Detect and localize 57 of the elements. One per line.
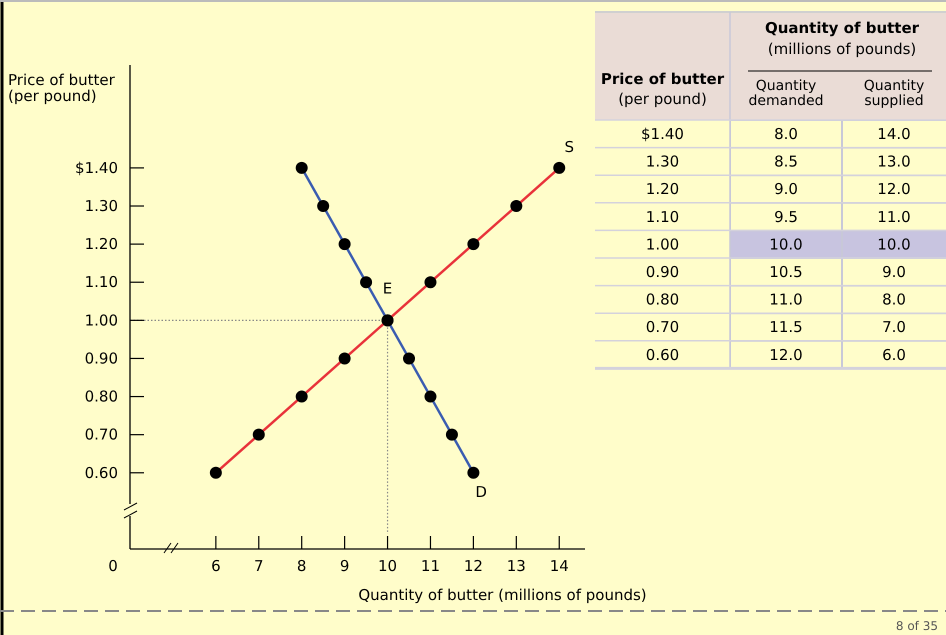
y-tick-label: 0.90 <box>84 349 118 368</box>
y-tick-label: $1.40 <box>75 158 118 177</box>
data-label: 8.5 <box>774 152 798 171</box>
data-label: 12.0 <box>877 180 911 198</box>
y-tick-label: 0.70 <box>84 426 118 444</box>
data-label: 10.0 <box>769 235 803 254</box>
text: 8 of 35 <box>896 619 938 633</box>
x-tick-label: Quantity supplied <box>864 78 924 109</box>
y-tick-label: 1.00 <box>646 235 680 254</box>
y-tick-label: 0.60 <box>646 346 680 364</box>
y-axis-title: Price of butter (per pound) <box>600 70 725 108</box>
y-tick-label: $1.40 <box>641 125 684 143</box>
y-axis-title: Price of butter (per pound) <box>8 71 116 105</box>
x-tick-label: 9 <box>340 557 350 575</box>
data-label: 12.0 <box>769 346 803 364</box>
x-tick-label: 7 <box>254 557 264 575</box>
series-label: D <box>475 482 487 501</box>
data-label: 11.5 <box>769 318 803 336</box>
y-tick-label: 1.30 <box>646 152 680 171</box>
data-label: 13.0 <box>877 152 911 171</box>
series-label: S <box>564 138 574 156</box>
y-tick-label: 1.20 <box>84 235 118 254</box>
x-tick-label: 8 <box>296 557 306 575</box>
x-tick-label: 12 <box>464 557 483 575</box>
text: 0 <box>108 557 118 575</box>
y-tick-label: 0.80 <box>646 290 680 309</box>
data-label: 10.5 <box>769 263 803 281</box>
data-label: 11.0 <box>769 290 803 309</box>
data-label: 6.0 <box>882 346 906 364</box>
y-tick-label: 1.10 <box>646 208 680 226</box>
chart-subtitle: (millions of pounds) <box>768 40 916 58</box>
y-tick-label: 1.10 <box>84 273 118 292</box>
y-tick-label: 0.80 <box>84 388 118 406</box>
y-tick-label: 1.30 <box>84 197 118 216</box>
x-tick-label: 11 <box>420 557 440 575</box>
data-label: 10.0 <box>877 235 911 254</box>
data-label: 9.0 <box>882 263 906 281</box>
y-tick-label: 1.00 <box>84 311 118 330</box>
x-tick-label: 10 <box>378 557 398 575</box>
chart-title: Quantity of butter <box>764 19 920 37</box>
y-tick-label: 0.70 <box>646 318 680 336</box>
x-tick-label: Quantity demanded <box>748 78 824 109</box>
data-label: 8.0 <box>774 125 798 143</box>
x-tick-label: 6 <box>211 557 221 575</box>
y-tick-label: 1.20 <box>646 180 680 198</box>
x-axis-title: Quantity of butter (millions of pounds) <box>358 586 647 604</box>
x-tick-label: 14 <box>550 557 569 575</box>
data-label: 9.0 <box>774 180 798 198</box>
data-label: 8.0 <box>882 290 906 309</box>
y-tick-label: 0.60 <box>84 464 118 482</box>
data-label: 9.5 <box>774 208 798 226</box>
data-label: 11.0 <box>877 208 911 226</box>
y-tick-label: 0.90 <box>646 263 680 281</box>
annotation: E <box>382 279 392 298</box>
data-label: 14.0 <box>877 125 911 143</box>
data-label: 7.0 <box>882 318 906 336</box>
x-tick-label: 13 <box>506 557 526 575</box>
